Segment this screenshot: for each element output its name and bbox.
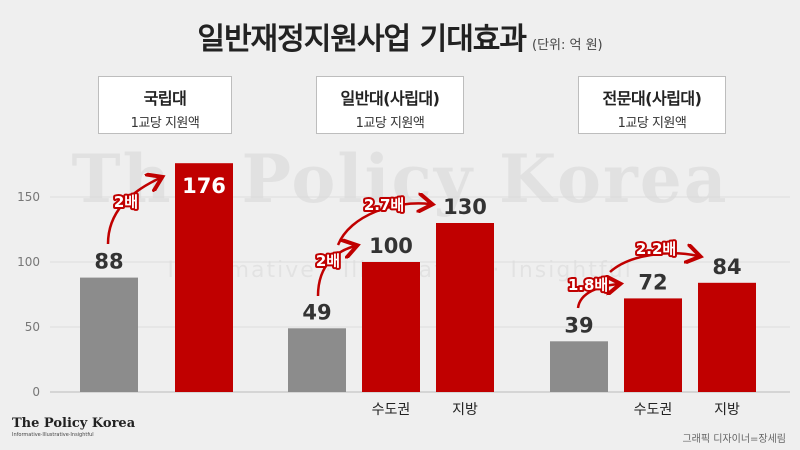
multiplier-arrow (316, 246, 355, 297)
x-category-label: 지방 (714, 402, 740, 418)
y-tick-label: 0 (32, 385, 40, 399)
bar (698, 282, 756, 392)
bar-value-label: 130 (443, 195, 487, 219)
bar (175, 163, 233, 392)
group-label-sub: 1교당 지원액 (355, 116, 425, 131)
group-label-sub: 1교당 지원액 (130, 116, 200, 131)
y-tick-label: 100 (17, 255, 40, 269)
bar-value-label: 176 (182, 174, 226, 198)
multiplier-label: 2배 (114, 193, 138, 211)
unit-text: (단위: 억 원) (532, 38, 603, 53)
chart-title: 일반재정지원사업 기대효과 (단위: 억 원) (0, 14, 800, 58)
bar-value-label: 72 (638, 270, 667, 294)
group-label-box-1: 일반대(사립대) 1교당 지원액 (316, 76, 464, 134)
multiplier-label: 2.7배 (364, 196, 404, 214)
group-label-name: 일반대(사립대) (340, 89, 440, 108)
credit: 그래픽 디자이너=장세림 (682, 434, 786, 445)
multiplier-label: 2.2배 (636, 240, 676, 258)
multiplier-arrow (576, 284, 618, 309)
group-label-box-0: 국립대 1교당 지원액 (98, 76, 232, 134)
group-label-name: 국립대 (143, 89, 187, 108)
x-category-label: 수도권 (372, 402, 411, 418)
multiplier-label: 1.8배 (568, 276, 608, 294)
y-tick-label: 150 (17, 190, 40, 204)
bar (80, 277, 138, 392)
group-label-box-2: 전문대(사립대) 1교당 지원액 (578, 76, 726, 134)
bar (362, 262, 420, 392)
group-label-sub: 1교당 지원액 (617, 116, 687, 131)
x-category-label: 지방 (452, 402, 478, 418)
bar-value-label: 49 (302, 300, 331, 324)
multiplier-arrow (336, 203, 430, 246)
logo: The Policy Korea Informative·Illustrativ… (12, 416, 135, 438)
multiplier-arrow (609, 253, 698, 273)
bar-value-label: 100 (369, 234, 413, 258)
bar (436, 223, 494, 392)
logo-name: The Policy Korea (12, 416, 136, 431)
y-tick-label: 50 (25, 320, 40, 334)
x-category-label: 수도권 (634, 402, 673, 418)
bar-value-label: 88 (94, 250, 123, 274)
logo-tagline: Informative·Illustrative·Insightful (12, 432, 94, 438)
bar (288, 328, 346, 392)
multiplier-arrow (106, 178, 160, 245)
bar-value-label: 39 (564, 313, 593, 337)
multiplier-label: 2배 (316, 252, 340, 270)
group-label-name: 전문대(사립대) (602, 89, 702, 108)
bar-value-label: 84 (712, 255, 741, 279)
bar (624, 298, 682, 392)
bar (550, 341, 608, 392)
title-text: 일반재정지원사업 기대효과 (197, 22, 527, 57)
